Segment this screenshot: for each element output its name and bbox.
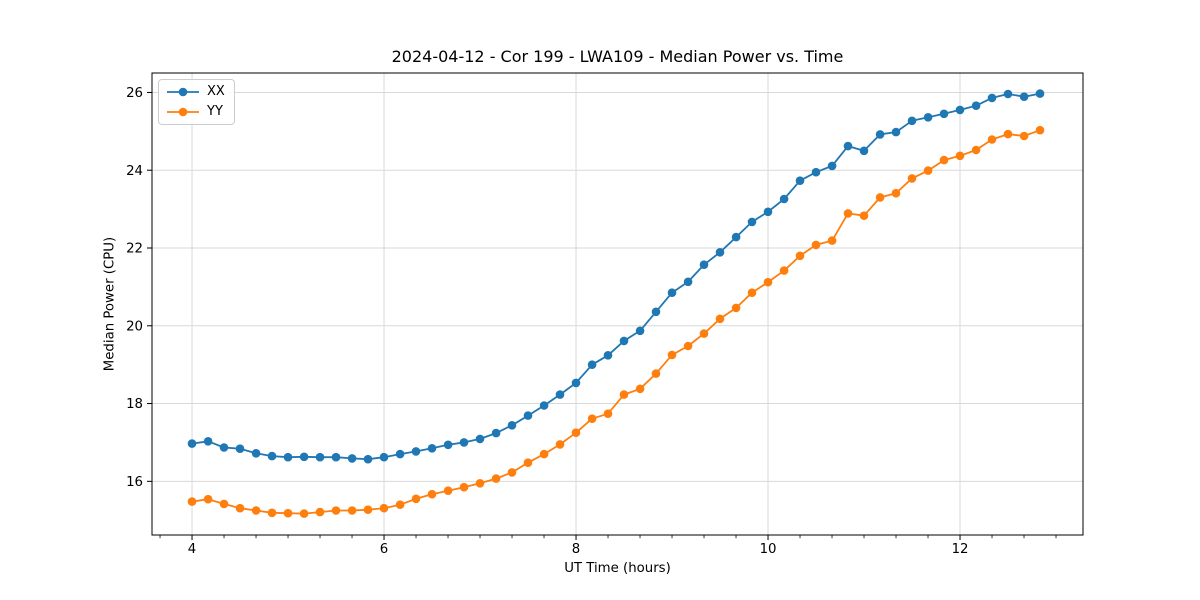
series-XX [187, 89, 1045, 464]
legend-label: XX [207, 84, 225, 99]
plot-spines [151, 72, 1084, 536]
legend-line-sample [167, 107, 199, 117]
legend-item-YY: YY [166, 102, 225, 122]
y-tick-label: 24 [126, 164, 143, 179]
y-tick-label: 16 [126, 475, 143, 490]
y-tick-label: 26 [126, 86, 143, 101]
gridlines [152, 73, 1083, 535]
y-tick-label: 22 [126, 242, 143, 257]
x-tick-label: 12 [952, 542, 969, 557]
x-tick-label: 4 [188, 542, 196, 557]
tick-labels: 4 6 8 10 12 16 18 20 22 24 26 [126, 86, 968, 557]
series-YY [187, 125, 1045, 518]
chart-title: 2024-04-12 - Cor 199 - LWA109 - Median P… [391, 47, 844, 66]
x-tick-label: 8 [572, 542, 580, 557]
x-tick-label: 6 [380, 542, 388, 557]
legend-line-sample [167, 87, 199, 97]
x-axis-label: UT Time (hours) [564, 561, 671, 576]
legend-item-XX: XX [166, 82, 225, 102]
y-tick-label: 20 [126, 319, 143, 334]
legend-label: YY [207, 104, 223, 119]
x-tick-label: 10 [760, 542, 777, 557]
legend: XX YY [158, 79, 235, 125]
y-tick-label: 18 [126, 397, 143, 412]
y-axis-label: Median Power (CPU) [102, 236, 118, 372]
axis-ticks [147, 91, 1057, 540]
